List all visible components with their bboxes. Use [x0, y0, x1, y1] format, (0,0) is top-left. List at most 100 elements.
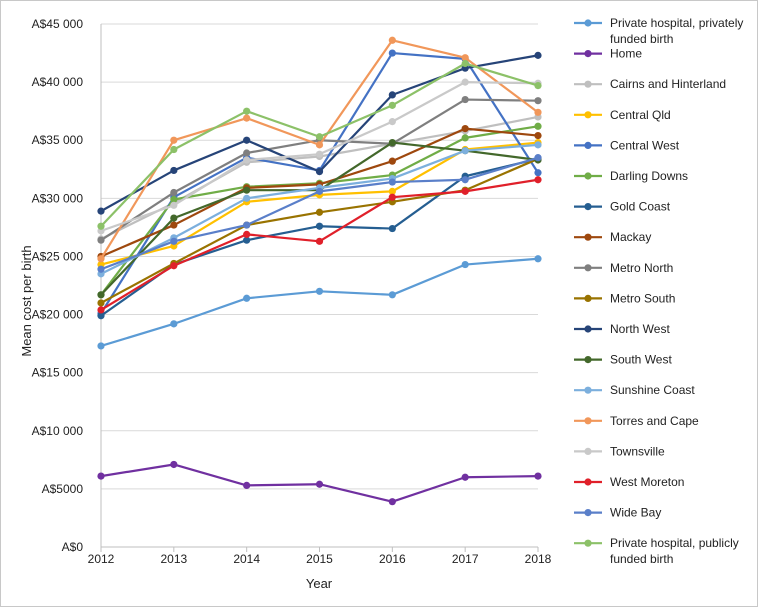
data-point — [243, 481, 251, 490]
legend-marker — [584, 356, 592, 364]
y-tick-label: A$10 000 — [32, 424, 84, 438]
data-point — [534, 81, 542, 90]
data-point — [97, 472, 105, 480]
legend-marker — [584, 203, 592, 211]
legend-item: Metro South — [574, 291, 675, 305]
legend-marker — [584, 19, 592, 27]
data-point — [388, 138, 396, 147]
data-point — [170, 221, 178, 229]
data-point — [97, 291, 105, 299]
legend-marker — [584, 264, 592, 272]
legend-item: Darling Downs — [574, 169, 688, 183]
legend-marker — [584, 386, 592, 394]
data-point — [534, 97, 542, 105]
data-point — [461, 260, 469, 269]
legend-label: Metro South — [610, 291, 675, 305]
legend-label: Wide Bay — [610, 506, 661, 520]
data-point — [170, 195, 178, 204]
legend-item: West Moreton — [574, 475, 684, 489]
data-point — [170, 166, 178, 175]
data-point — [243, 136, 251, 144]
data-point — [315, 187, 324, 195]
data-point — [388, 118, 396, 126]
data-point — [534, 176, 542, 184]
y-tick-label: A$0 — [62, 540, 84, 554]
series-private-hospital-privately-funded-birth — [97, 255, 542, 350]
data-point — [315, 480, 324, 488]
y-tick-label: A$25 000 — [32, 249, 84, 263]
x-axis-label: Year — [306, 576, 333, 591]
data-point — [243, 230, 251, 238]
data-point — [97, 255, 105, 263]
legend-marker — [584, 50, 592, 58]
data-point — [97, 236, 105, 244]
legend-item: Mackay — [574, 230, 651, 244]
legend-marker — [584, 172, 592, 180]
series-west-moreton — [97, 176, 542, 314]
data-point — [243, 221, 251, 229]
data-point — [97, 306, 105, 314]
data-point — [243, 186, 251, 194]
legend-label: Gold Coast — [610, 200, 671, 214]
legend-marker — [584, 111, 592, 119]
legend-label: South West — [610, 353, 672, 367]
data-point — [170, 237, 178, 245]
legend-label: Darling Downs — [610, 169, 688, 183]
legend-label: Central Qld — [610, 108, 671, 122]
data-point — [534, 141, 542, 149]
legend-marker — [584, 417, 592, 425]
legend-label: North West — [610, 322, 670, 336]
legend-item: Cairns and Hinterland — [574, 77, 726, 91]
data-point — [170, 188, 178, 197]
data-point — [461, 147, 469, 155]
data-point — [388, 178, 396, 186]
data-point — [534, 51, 542, 59]
data-point — [315, 222, 324, 230]
x-tick-label: 2013 — [160, 552, 187, 566]
y-tick-label: A$35 000 — [32, 133, 84, 147]
data-point — [315, 168, 324, 176]
data-point — [97, 207, 105, 215]
legend-marker — [584, 80, 592, 88]
series-torres-and-cape — [97, 36, 542, 263]
legend-label: Home — [610, 47, 642, 61]
data-point — [170, 262, 178, 270]
series-line — [100, 141, 539, 266]
plot-area — [97, 36, 542, 506]
data-point — [388, 36, 396, 44]
data-point — [534, 169, 542, 177]
data-point — [388, 101, 396, 109]
data-point — [461, 125, 469, 133]
legend-marker — [584, 233, 592, 241]
data-point — [315, 208, 324, 216]
legend-item: Gold Coast — [574, 200, 671, 214]
x-tick-label: 2016 — [379, 552, 406, 566]
data-point — [388, 498, 396, 506]
data-point — [97, 342, 105, 350]
legend-label: Private hospital, privately funded birth — [610, 16, 743, 46]
data-point — [243, 156, 251, 164]
legend-label: Torres and Cape — [610, 414, 699, 428]
data-point — [388, 193, 396, 201]
legend-label: Private hospital, publicly funded birth — [610, 536, 739, 566]
legend-item: South West — [574, 353, 672, 367]
data-point — [388, 49, 396, 57]
legend-item: Sunshine Coast — [574, 383, 695, 397]
data-point — [243, 149, 251, 157]
data-point — [461, 59, 469, 68]
y-axis: A$0 A$5000 A$10 000 A$15 000 A$20 000 A$25 00… — [32, 17, 102, 554]
data-point — [534, 108, 542, 116]
legend-item: Wide Bay — [574, 506, 661, 520]
data-point — [388, 291, 396, 299]
legend-label: Townsville — [610, 444, 665, 458]
data-point — [170, 145, 178, 154]
legend-marker — [584, 539, 592, 547]
series-wide-bay — [97, 154, 542, 273]
x-tick-label: 2017 — [452, 552, 479, 566]
data-point — [315, 141, 324, 149]
series-line — [100, 141, 539, 296]
series-metro-south — [97, 155, 542, 307]
data-point — [388, 91, 396, 99]
legend-label: Metro North — [610, 261, 673, 275]
